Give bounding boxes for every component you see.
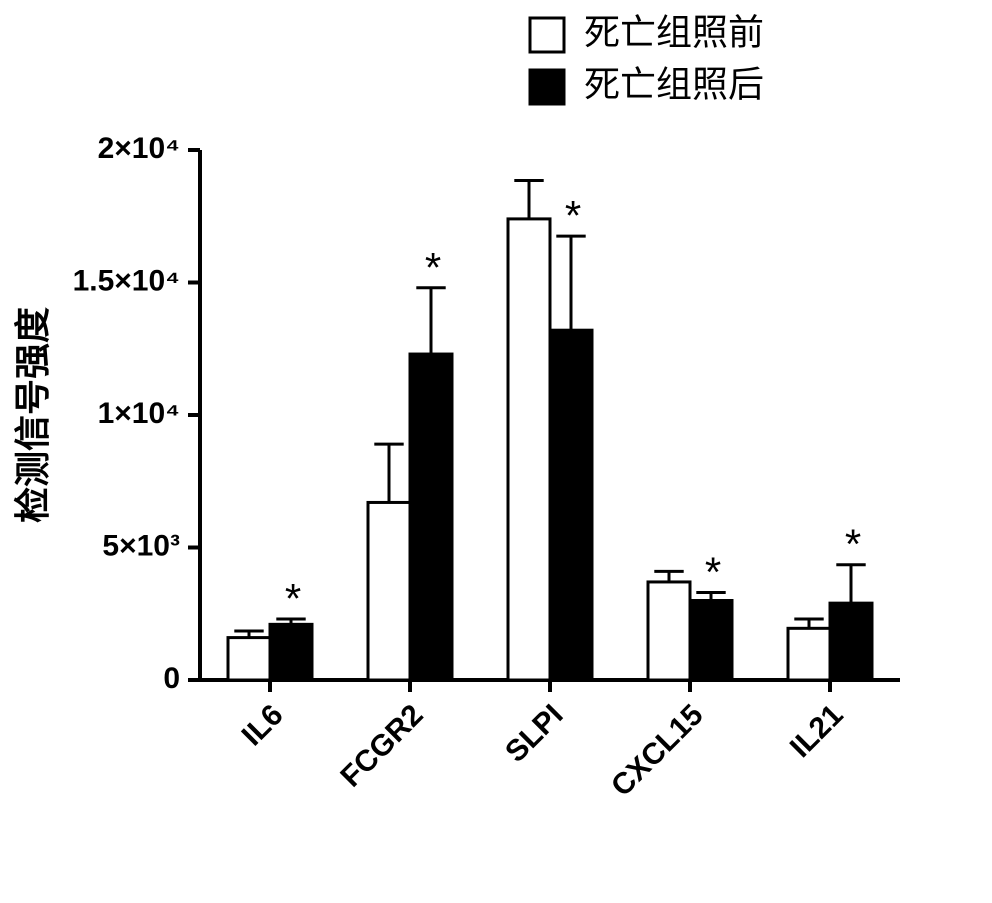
y-tick-label: 2×10⁴	[98, 132, 180, 165]
bar	[368, 502, 410, 680]
legend-swatch	[530, 70, 564, 104]
y-tick-label: 5×10³	[102, 529, 180, 562]
bar	[410, 354, 452, 680]
y-tick-label: 1.5×10⁴	[73, 264, 180, 297]
legend-swatch	[530, 18, 564, 52]
chart-svg: 0 5×10³ 1×10⁴ 1.5×10⁴ 2×10⁴ 检测信号强度 IL6 * FCGR2 * S…	[0, 0, 992, 903]
bar	[648, 582, 690, 680]
legend-label: 死亡组照前	[584, 12, 764, 53]
legend-label: 死亡组照后	[584, 64, 764, 105]
bar	[830, 603, 872, 680]
significance-marker: *	[845, 521, 861, 568]
x-category-label: SLPI	[499, 698, 569, 768]
bar	[690, 601, 732, 681]
y-tick-label: 0	[163, 662, 180, 695]
x-category-label: IL21	[784, 698, 850, 764]
significance-marker: *	[425, 244, 441, 291]
x-category-label: CXCL15	[605, 698, 710, 803]
significance-marker: *	[285, 575, 301, 622]
y-tick-label: 1×10⁴	[98, 397, 180, 430]
bar	[270, 624, 312, 680]
bar	[228, 638, 270, 680]
significance-marker: *	[565, 192, 581, 239]
x-category-label: FCGR2	[334, 698, 429, 793]
bar	[788, 628, 830, 680]
bar	[508, 219, 550, 680]
significance-marker: *	[705, 549, 721, 596]
bar	[550, 330, 592, 680]
y-axis-title: 检测信号强度	[12, 307, 53, 523]
chart-container: 0 5×10³ 1×10⁴ 1.5×10⁴ 2×10⁴ 检测信号强度 IL6 * FCGR2 * S…	[0, 0, 992, 903]
x-category-label: IL6	[236, 698, 290, 752]
